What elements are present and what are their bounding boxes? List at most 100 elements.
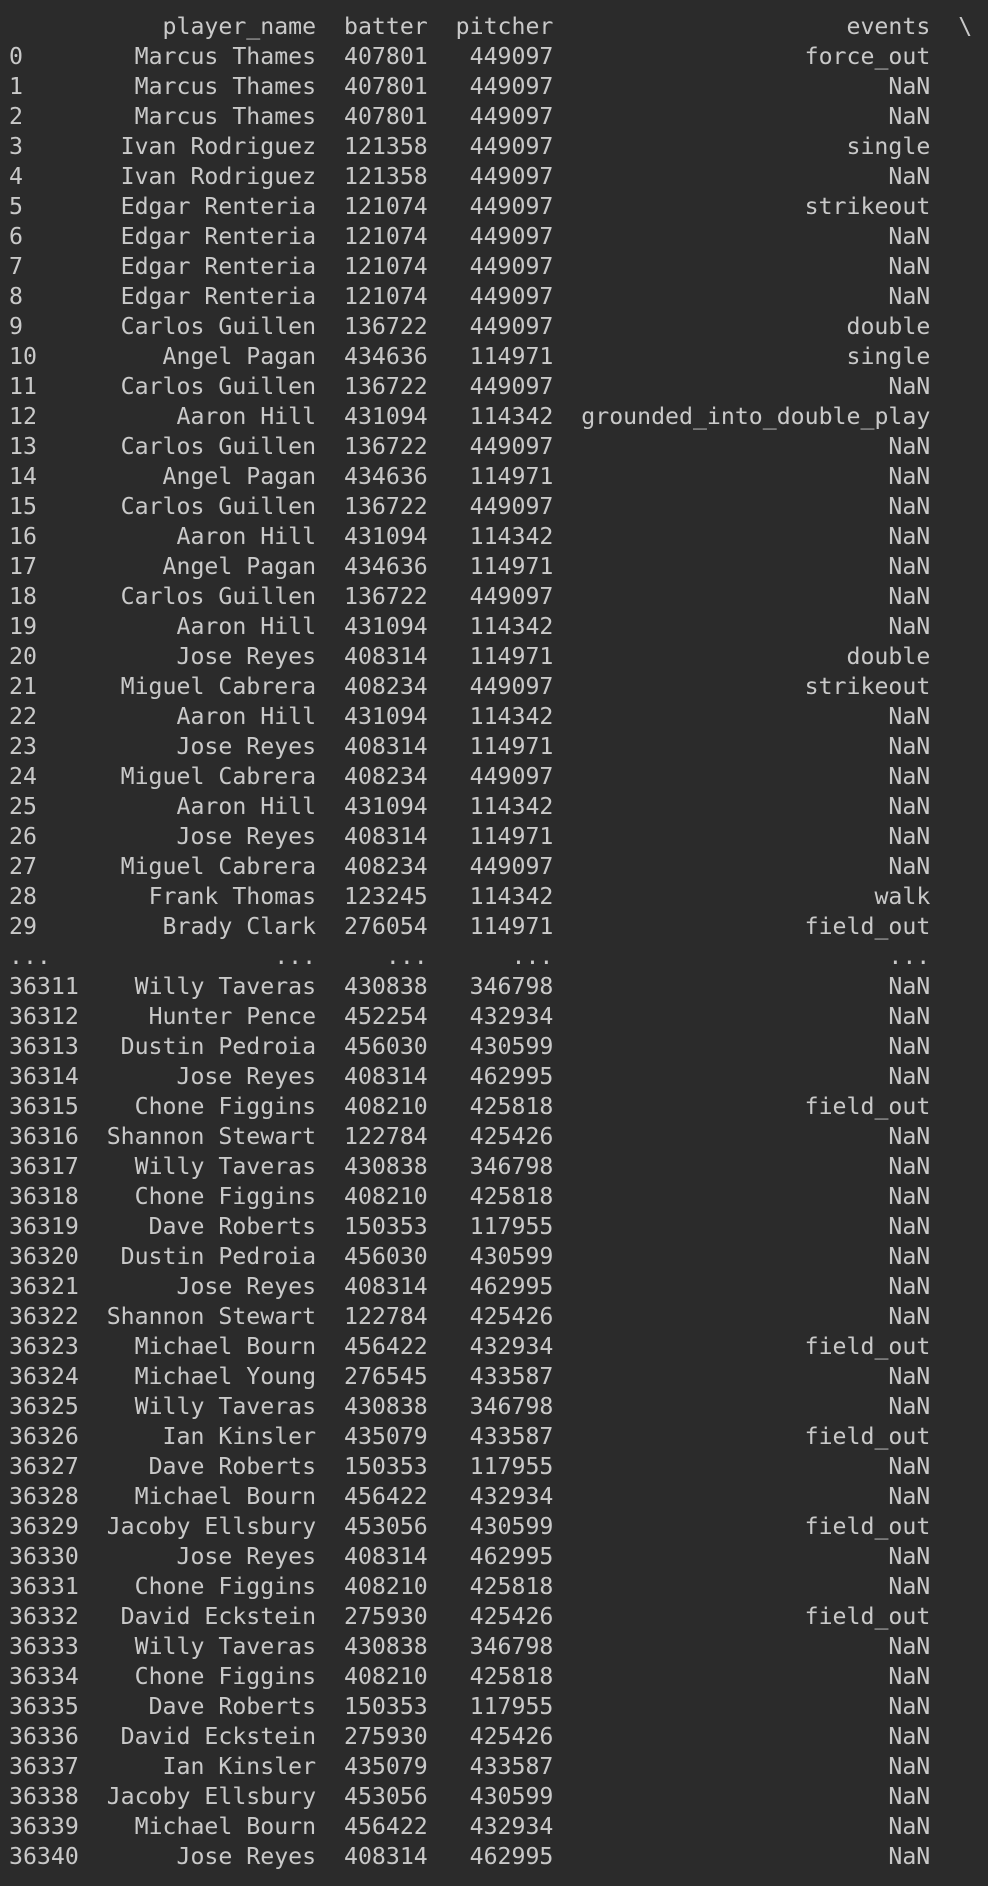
pitcher-cell: 449097 xyxy=(469,163,554,190)
row-index: 10 xyxy=(9,343,37,370)
row-index: 14 xyxy=(9,463,37,490)
events-cell: NaN xyxy=(888,1573,931,1600)
table-row: 3 Ivan Rodriguez 121358 449097 single xyxy=(9,132,988,162)
table-row: 36312 Hunter Pence 452254 432934 NaN xyxy=(9,1002,988,1032)
pitcher-cell: 462995 xyxy=(469,1273,554,1300)
row-index: 36318 xyxy=(9,1183,79,1210)
events-cell: NaN xyxy=(888,523,931,550)
player-name-cell: Michael Bourn xyxy=(134,1483,317,1510)
row-index: 36325 xyxy=(9,1393,79,1420)
table-row: 36321 Jose Reyes 408314 462995 NaN xyxy=(9,1272,988,1302)
player-name-cell: Miguel Cabrera xyxy=(120,853,317,880)
row-index: 1 xyxy=(9,73,23,100)
row-index: 36336 xyxy=(9,1723,79,1750)
row-index: 17 xyxy=(9,553,37,580)
column-header-pitcher: pitcher xyxy=(455,13,554,40)
table-row: 9 Carlos Guillen 136722 449097 double xyxy=(9,312,988,342)
player-name-cell: Aaron Hill xyxy=(176,403,317,430)
batter-cell: 408314 xyxy=(344,643,428,670)
player-name-cell: Michael Bourn xyxy=(134,1333,317,1360)
pitcher-cell: 346798 xyxy=(469,1393,554,1420)
events-cell: NaN xyxy=(888,373,931,400)
player-name-cell: David Eckstein xyxy=(120,1603,317,1630)
batter-cell: 276545 xyxy=(344,1363,428,1390)
table-row: 36326 Ian Kinsler 435079 433587 field_out xyxy=(9,1422,988,1452)
pitcher-cell: 432934 xyxy=(469,1003,554,1030)
batter-cell: 453056 xyxy=(344,1783,428,1810)
events-cell: ... xyxy=(888,943,931,970)
table-row: 36324 Michael Young 276545 433587 NaN xyxy=(9,1362,988,1392)
table-row: 8 Edgar Renteria 121074 449097 NaN xyxy=(9,282,988,312)
pitcher-cell: 425818 xyxy=(469,1663,554,1690)
pitcher-cell: 114971 xyxy=(469,553,554,580)
events-cell: NaN xyxy=(888,583,931,610)
row-index: 19 xyxy=(9,613,37,640)
table-row: 4 Ivan Rodriguez 121358 449097 NaN xyxy=(9,162,988,192)
batter-cell: 456422 xyxy=(344,1333,428,1360)
pitcher-cell: 449097 xyxy=(469,133,554,160)
row-index: 4 xyxy=(9,163,23,190)
batter-cell: 408210 xyxy=(344,1663,428,1690)
batter-cell: 123245 xyxy=(344,883,428,910)
player-name-cell: Miguel Cabrera xyxy=(120,673,317,700)
table-row: 29 Brady Clark 276054 114971 field_out xyxy=(9,912,988,942)
table-row: 6 Edgar Renteria 121074 449097 NaN xyxy=(9,222,988,252)
events-cell: NaN xyxy=(888,1153,931,1180)
table-row: 1 Marcus Thames 407801 449097 NaN xyxy=(9,72,988,102)
table-row: 36332 David Eckstein 275930 425426 field_out xyxy=(9,1602,988,1632)
pitcher-cell: 449097 xyxy=(469,283,554,310)
batter-cell: 150353 xyxy=(344,1213,428,1240)
player-name-cell: Angel Pagan xyxy=(162,463,317,490)
player-name-cell: Aaron Hill xyxy=(176,523,317,550)
row-index: 13 xyxy=(9,433,37,460)
row-index: 36326 xyxy=(9,1423,79,1450)
events-cell: double xyxy=(846,643,931,670)
events-cell: walk xyxy=(874,883,931,910)
pitcher-cell: 430599 xyxy=(469,1243,554,1270)
batter-cell: 136722 xyxy=(344,583,428,610)
row-index: 20 xyxy=(9,643,37,670)
pitcher-cell: 425426 xyxy=(469,1303,554,1330)
table-row: 14 Angel Pagan 434636 114971 NaN xyxy=(9,462,988,492)
events-cell: NaN xyxy=(888,763,931,790)
events-cell: NaN xyxy=(888,1843,931,1870)
table-row: 36333 Willy Taveras 430838 346798 NaN xyxy=(9,1632,988,1662)
table-row: 24 Miguel Cabrera 408234 449097 NaN xyxy=(9,762,988,792)
pitcher-cell: 432934 xyxy=(469,1483,554,1510)
table-row: 36318 Chone Figgins 408210 425818 NaN xyxy=(9,1182,988,1212)
row-index: 8 xyxy=(9,283,23,310)
batter-cell: 408314 xyxy=(344,733,428,760)
player-name-cell: Miguel Cabrera xyxy=(120,763,317,790)
pitcher-cell: 114971 xyxy=(469,343,554,370)
table-row: 36334 Chone Figgins 408210 425818 NaN xyxy=(9,1662,988,1692)
events-cell: NaN xyxy=(888,733,931,760)
events-cell: NaN xyxy=(888,1363,931,1390)
batter-cell: 453056 xyxy=(344,1513,428,1540)
batter-cell: 407801 xyxy=(344,103,428,130)
events-cell: single xyxy=(846,343,931,370)
events-cell: NaN xyxy=(888,1783,931,1810)
pitcher-cell: 430599 xyxy=(469,1033,554,1060)
batter-cell: 430838 xyxy=(344,973,428,1000)
row-index: 36333 xyxy=(9,1633,79,1660)
batter-cell: 456422 xyxy=(344,1813,428,1840)
row-index: 36339 xyxy=(9,1813,79,1840)
player-name-cell: Willy Taveras xyxy=(134,1393,317,1420)
events-cell: NaN xyxy=(888,163,931,190)
events-cell: field_out xyxy=(804,1093,931,1120)
pitcher-cell: 462995 xyxy=(469,1843,554,1870)
events-cell: NaN xyxy=(888,1123,931,1150)
table-row: 23 Jose Reyes 408314 114971 NaN xyxy=(9,732,988,762)
row-index: 5 xyxy=(9,193,23,220)
table-row: 36315 Chone Figgins 408210 425818 field_out xyxy=(9,1092,988,1122)
player-name-cell: Aaron Hill xyxy=(176,703,317,730)
table-row: 7 Edgar Renteria 121074 449097 NaN xyxy=(9,252,988,282)
table-row: 36327 Dave Roberts 150353 117955 NaN xyxy=(9,1452,988,1482)
pitcher-cell: 114971 xyxy=(469,463,554,490)
events-cell: NaN xyxy=(888,1483,931,1510)
pitcher-cell: 346798 xyxy=(469,1633,554,1660)
batter-cell: 408234 xyxy=(344,763,428,790)
batter-cell: 121074 xyxy=(344,253,428,280)
player-name-cell: Marcus Thames xyxy=(134,103,317,130)
pitcher-cell: 425426 xyxy=(469,1723,554,1750)
